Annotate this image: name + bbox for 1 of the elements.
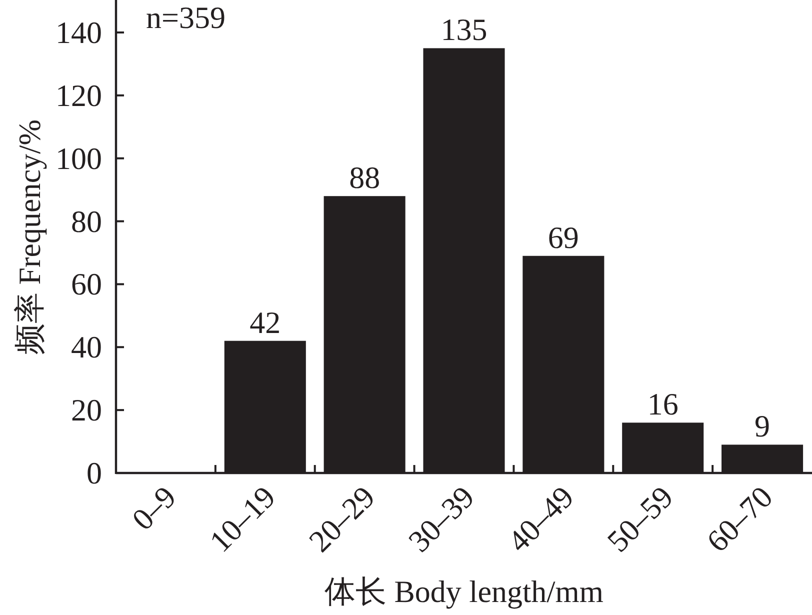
annotation: n=359 [146, 0, 226, 35]
